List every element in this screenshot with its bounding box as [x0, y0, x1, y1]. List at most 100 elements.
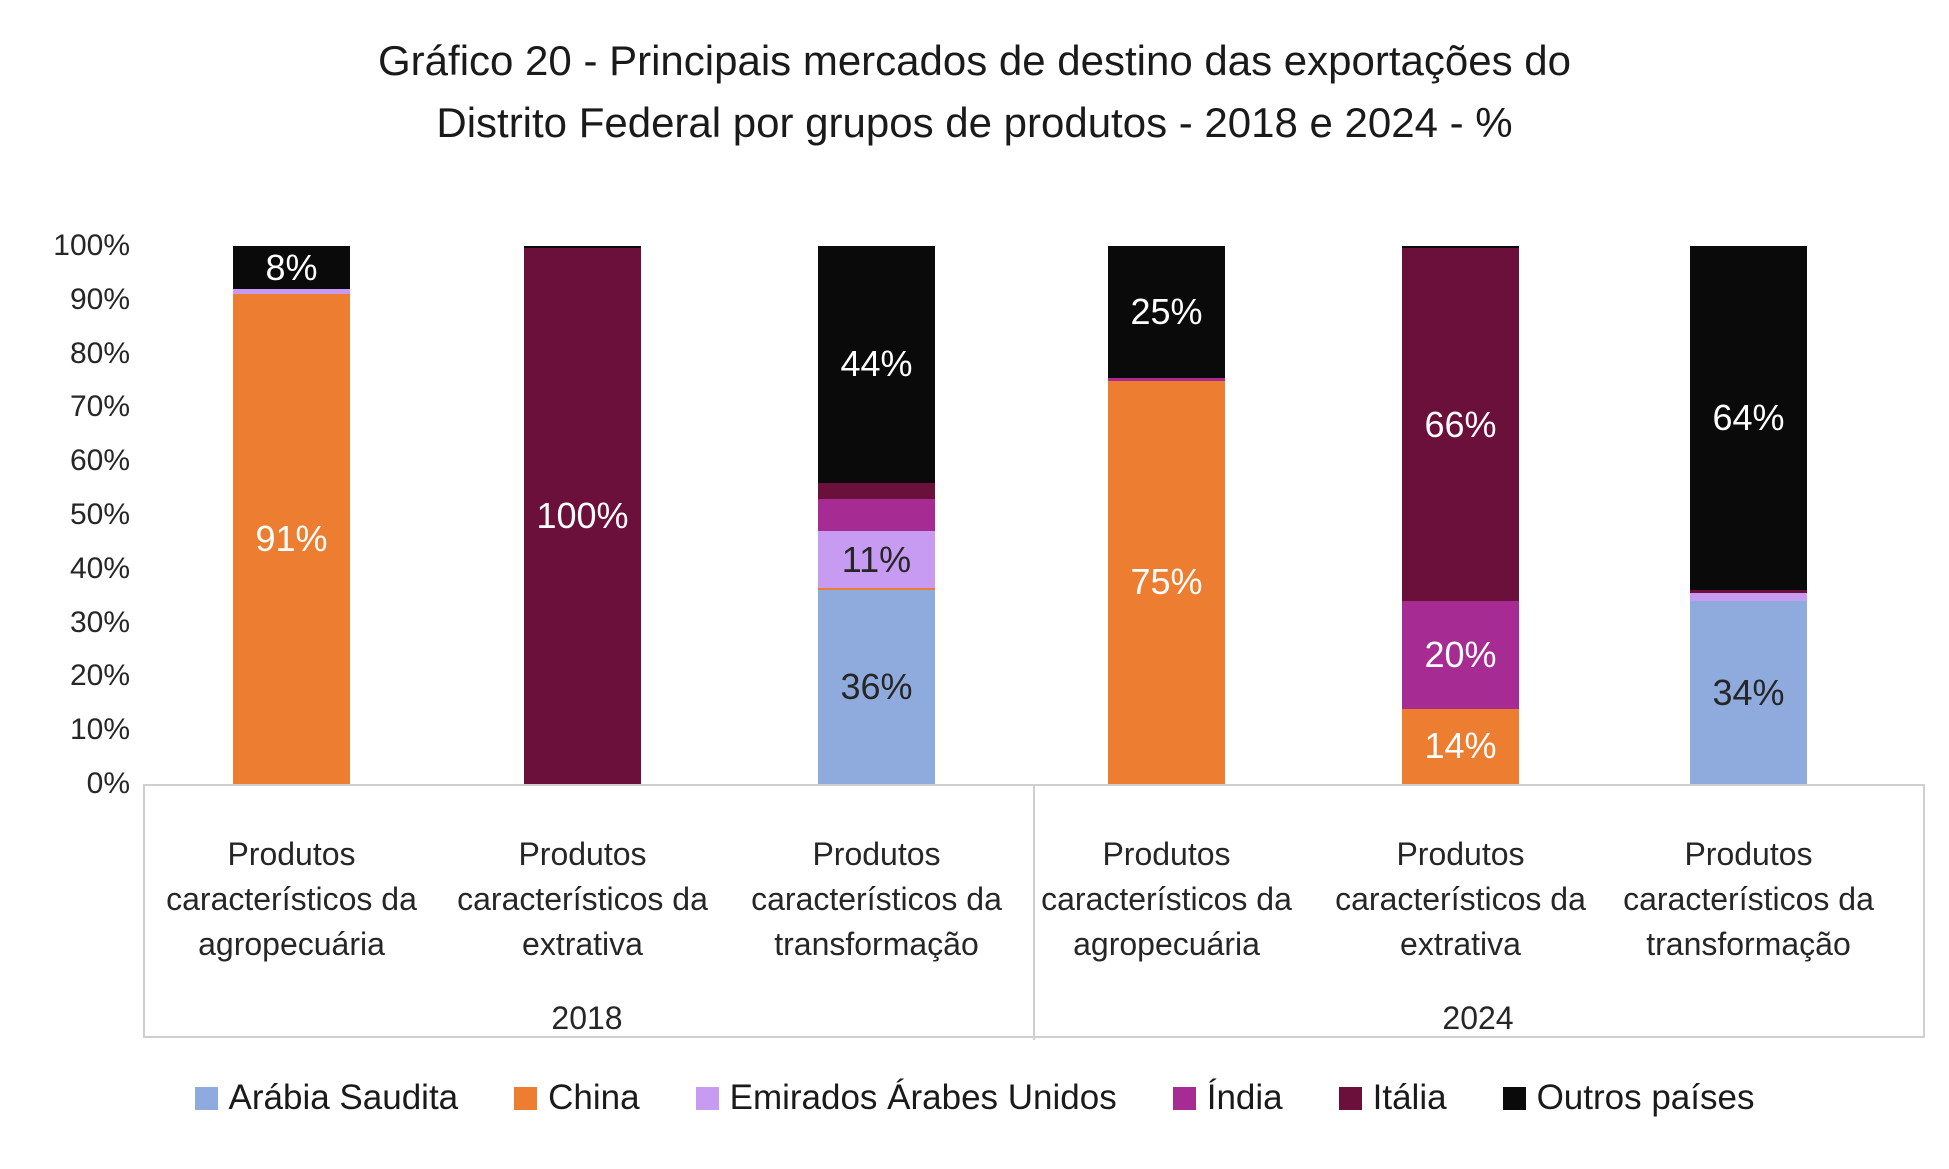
y-tick-label-100: 100% [53, 229, 130, 262]
segment-outros-paises [1402, 246, 1519, 249]
legend-label-italia: Itália [1372, 1078, 1447, 1117]
segment-india: 20% [1402, 601, 1519, 709]
data-label-arabia-saudita: 34% [1712, 671, 1785, 713]
segment-italia [818, 482, 935, 499]
legend-label-arabia-saudita: Arábia Saudita [228, 1078, 459, 1117]
bar-2024-transformacao: 34% 64% [1690, 246, 1807, 784]
segment-arabia-saudita: 36% [818, 590, 935, 784]
y-tick-label-30: 30% [69, 605, 130, 639]
data-label-china: 75% [1130, 561, 1203, 603]
segment-italia: 66% [1402, 248, 1519, 602]
category-label-line: agropecuária [1073, 926, 1260, 962]
category-label-2018-extrativa: Produtos característicos da extrativa [457, 832, 708, 967]
y-tick-label-80: 80% [69, 336, 130, 370]
legend-label-emirados-arabes-unidos: Emirados Árabes Unidos [729, 1078, 1117, 1117]
year-label-2024: 2024 [1442, 1000, 1514, 1036]
category-label-line: Produtos [518, 836, 647, 872]
category-label-line: característicos da [1623, 881, 1874, 917]
data-label-china: 14% [1424, 725, 1497, 767]
legend-item-arabia-saudita: Arábia Saudita [194, 1078, 459, 1118]
category-label-line: característicos da [751, 881, 1002, 917]
chart-title: Gráfico 20 - Principais mercados de dest… [0, 30, 1949, 154]
chart-title-line1: Gráfico 20 - Principais mercados de dest… [378, 37, 1571, 84]
category-label-line: Produtos [1102, 836, 1231, 872]
category-axis-box [143, 784, 1925, 1040]
legend-item-emirados-arabes-unidos: Emirados Árabes Unidos [695, 1078, 1117, 1118]
legend-label-india: Índia [1206, 1078, 1283, 1117]
legend-swatch-italia [1338, 1086, 1362, 1110]
legend-swatch-outros-paises [1502, 1086, 1526, 1110]
legend-label-outros-paises: Outros países [1536, 1078, 1755, 1117]
y-tick-label-70: 70% [69, 390, 130, 424]
legend: Arábia Saudita China Emirados Árabes Unido… [0, 1072, 1949, 1124]
year-group-divider [1033, 786, 1035, 1040]
bar-2018-transformacao: 36% 11% 44% [818, 246, 935, 784]
segment-italia [1690, 590, 1807, 594]
segment-india [818, 498, 935, 532]
data-label-china: 91% [255, 518, 328, 560]
bar-2024-agropecuaria: 75% 25% [1108, 246, 1225, 784]
y-tick-label-0: 0% [86, 767, 130, 800]
segment-china: 91% [233, 294, 350, 784]
category-label-line: Produtos [812, 836, 941, 872]
segment-outros-paises: 8% [233, 246, 350, 290]
segment-emirados-arabes-unidos [233, 289, 350, 295]
segment-outros-paises: 44% [818, 246, 935, 483]
data-label-emirados-arabes-unidos: 11% [841, 538, 912, 580]
legend-item-china: China [514, 1078, 640, 1118]
legend-swatch-arabia-saudita [194, 1086, 218, 1110]
y-tick-label-40: 40% [69, 551, 130, 585]
y-tick-label-90: 90% [69, 282, 130, 316]
year-label-2018: 2018 [551, 1000, 623, 1036]
category-label-line: Produtos [227, 836, 356, 872]
category-label-line: transformação [774, 926, 979, 962]
segment-emirados-arabes-unidos: 11% [818, 531, 935, 589]
bar-2018-extrativa: 100% [524, 246, 641, 784]
segment-outros-paises [524, 246, 641, 249]
segment-china [818, 588, 935, 591]
data-label-italia: 100% [536, 495, 629, 537]
category-label-2024-extrativa: Produtos característicos da extrativa [1335, 832, 1586, 967]
segment-outros-paises: 25% [1108, 246, 1225, 378]
legend-swatch-emirados-arabes-unidos [695, 1086, 719, 1110]
data-label-outros-paises: 44% [840, 343, 913, 385]
segment-italia: 100% [524, 248, 641, 784]
legend-label-china: China [548, 1078, 640, 1117]
data-label-outros-paises: 25% [1130, 290, 1203, 332]
y-tick-label-60: 60% [69, 444, 130, 478]
category-label-line: transformação [1646, 926, 1851, 962]
segment-arabia-saudita: 34% [1690, 601, 1807, 784]
legend-item-italia: Itália [1338, 1078, 1447, 1118]
chart-title-line2: Distrito Federal por grupos de produtos … [436, 99, 1513, 146]
category-label-line: agropecuária [198, 926, 385, 962]
data-label-india: 20% [1424, 633, 1497, 675]
data-label-outros-paises: 8% [265, 246, 318, 288]
segment-china: 75% [1108, 380, 1225, 784]
bar-2018-agropecuaria: 91% 8% [233, 246, 350, 784]
category-label-line: Produtos [1396, 836, 1525, 872]
category-label-2018-transformacao: Produtos característicos da transformação [751, 832, 1002, 967]
y-tick-label-50: 50% [69, 498, 130, 531]
segment-emirados-arabes-unidos [1690, 593, 1807, 602]
data-label-italia: 66% [1424, 403, 1497, 445]
category-label-line: Produtos [1684, 836, 1813, 872]
legend-swatch-china [514, 1086, 538, 1110]
segment-outros-paises: 64% [1690, 246, 1807, 591]
segment-china: 14% [1402, 708, 1519, 784]
category-label-2024-agropecuaria: Produtos característicos da agropecuária [1041, 832, 1292, 967]
category-label-line: característicos da [166, 881, 417, 917]
legend-swatch-india [1172, 1086, 1196, 1110]
segment-india [1108, 377, 1225, 381]
legend-item-outros-paises: Outros países [1502, 1078, 1755, 1118]
data-label-arabia-saudita: 36% [840, 666, 913, 708]
legend-item-india: Índia [1172, 1078, 1283, 1118]
category-label-line: extrativa [522, 926, 643, 962]
category-label-2018-agropecuaria: Produtos característicos da agropecuária [166, 832, 417, 967]
category-label-line: característicos da [457, 881, 708, 917]
category-label-line: característicos da [1041, 881, 1292, 917]
data-label-outros-paises: 64% [1712, 397, 1785, 439]
category-label-line: extrativa [1400, 926, 1521, 962]
category-label-line: característicos da [1335, 881, 1586, 917]
category-label-2024-transformacao: Produtos característicos da transformação [1623, 832, 1874, 967]
